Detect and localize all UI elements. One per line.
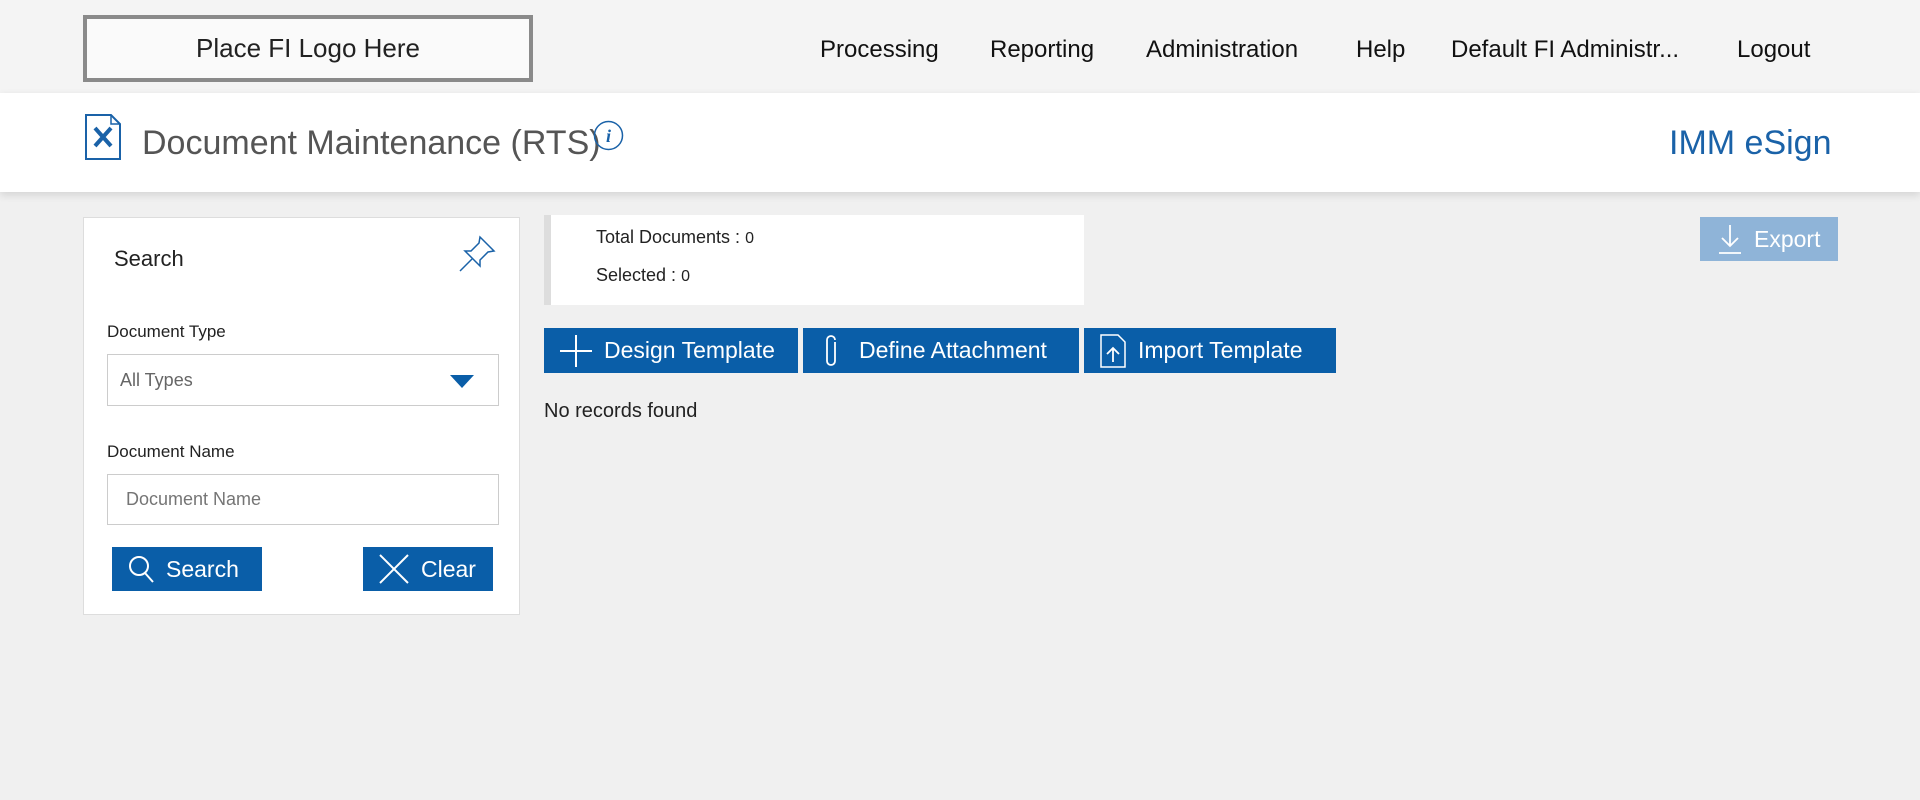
close-icon (379, 554, 409, 584)
document-type-value: All Types (120, 369, 193, 390)
selected-count: Selected : 0 (596, 265, 690, 285)
define-attachment-label: Define Attachment (859, 337, 1047, 363)
nav-user-menu[interactable]: Default FI Administr... (1451, 36, 1680, 63)
search-panel-title: Search (114, 246, 184, 271)
export-button[interactable]: Export (1700, 217, 1838, 261)
download-icon (1719, 225, 1741, 254)
paperclip-icon (826, 334, 836, 366)
document-name-label: Document Name (107, 442, 235, 461)
document-type-label: Document Type (107, 322, 226, 341)
chevron-down-icon (450, 375, 474, 388)
total-documents: Total Documents : 0 (596, 227, 754, 247)
page-header (0, 93, 1920, 192)
nav-administration[interactable]: Administration (1146, 36, 1299, 63)
import-template-label: Import Template (1138, 337, 1303, 363)
empty-results-message: No records found (544, 400, 698, 422)
nav-logout[interactable]: Logout (1737, 36, 1811, 63)
nav-processing[interactable]: Processing (820, 36, 939, 63)
document-name-input[interactable] (107, 474, 499, 525)
logo: Place FI Logo Here (83, 15, 533, 82)
nav-help[interactable]: Help (1356, 36, 1406, 63)
info-icon[interactable]: i (593, 120, 624, 151)
search-button-label: Search (166, 555, 239, 582)
import-template-button[interactable]: Import Template (1084, 328, 1336, 373)
search-icon (129, 556, 154, 583)
export-label: Export (1754, 225, 1821, 252)
document-stats: Total Documents : 0 Selected : 0 (544, 215, 1084, 305)
brand-name: IMM eSign (1669, 124, 1832, 162)
define-attachment-button[interactable]: Define Attachment (803, 328, 1079, 373)
search-button[interactable]: Search (112, 547, 262, 591)
file-upload-icon (1100, 333, 1126, 368)
svg-text:i: i (606, 126, 611, 146)
nav-reporting[interactable]: Reporting (990, 36, 1095, 63)
clear-button-label: Clear (421, 555, 476, 582)
plus-icon (560, 334, 592, 367)
pin-icon[interactable] (458, 233, 498, 273)
search-panel: Search Document Type All Types Document … (83, 217, 520, 615)
clear-button[interactable]: Clear (363, 547, 493, 591)
document-tools-icon (85, 114, 121, 160)
page-title: Document Maintenance (RTS) (142, 124, 601, 162)
design-template-button[interactable]: Design Template (544, 328, 798, 373)
design-template-label: Design Template (604, 337, 775, 363)
document-type-select[interactable]: All Types (107, 354, 499, 406)
